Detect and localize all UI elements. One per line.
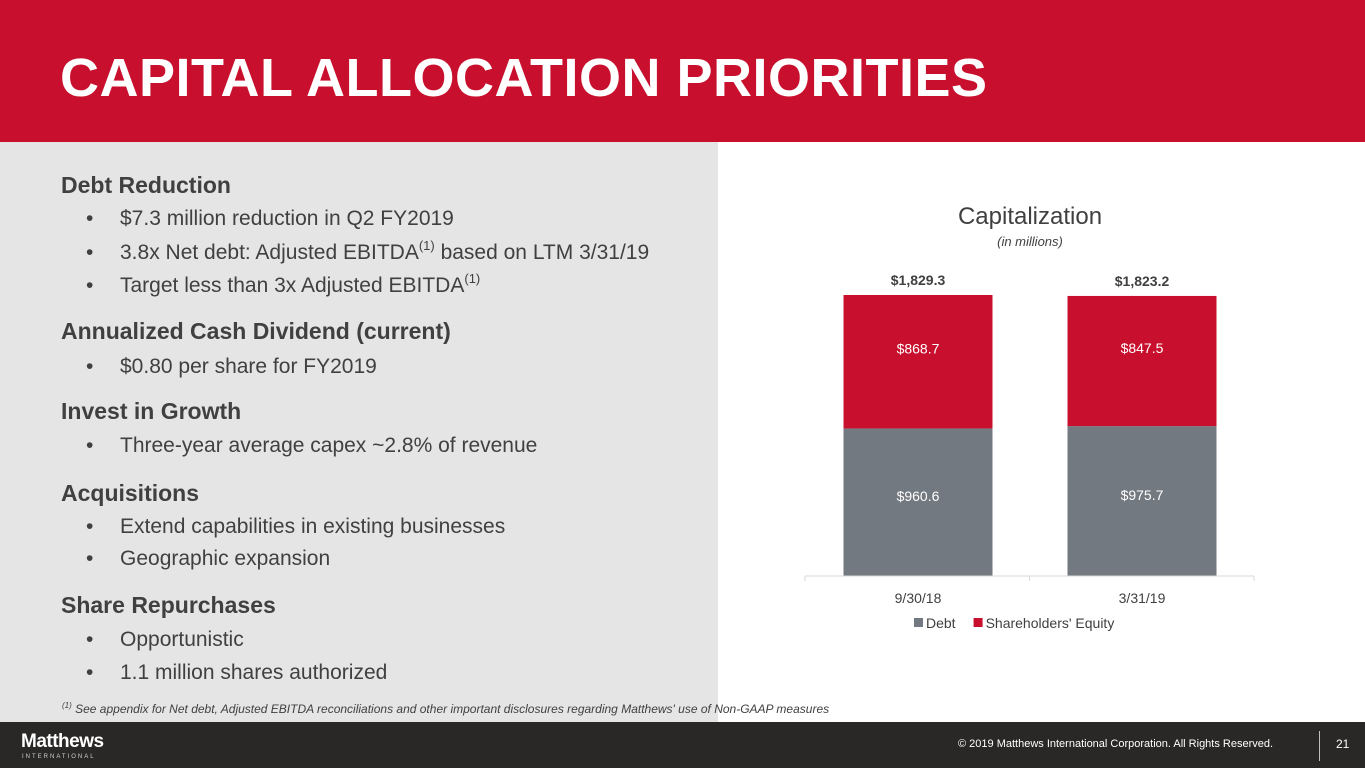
- page-number: 21: [1336, 737, 1350, 751]
- bullet-item: • Opportunistic: [86, 628, 244, 651]
- legend-swatch-debt: [914, 618, 923, 627]
- chart-bars: $960.6 $868.7 $1,829.3 $975.7 $847.5 $1,823.2: [843, 272, 1217, 576]
- bar-debt-1: [843, 428, 993, 576]
- section-heading-acquisitions: Acquisitions: [61, 480, 200, 506]
- total-label: $1,829.3: [891, 272, 946, 288]
- section-heading-debt-reduction: Debt Reduction: [61, 172, 231, 198]
- footnote-ref: (1): [464, 271, 481, 286]
- bullet-icon: •: [86, 515, 94, 538]
- bullet-icon: •: [86, 661, 94, 684]
- bar-equity-2: [1067, 295, 1217, 427]
- chart-subtitle: (in millions): [997, 234, 1063, 249]
- matthews-logo-subtitle: INTERNATIONAL: [22, 754, 96, 760]
- chart-legend: Debt Shareholders' Equity: [914, 615, 1114, 631]
- x-tick-label: 9/30/18: [895, 590, 942, 606]
- data-label: $868.7: [897, 341, 940, 357]
- footnote-ref: (1): [418, 238, 435, 253]
- bullet-item: • 1.1 million shares authorized: [86, 661, 388, 684]
- section-heading-invest-growth: Invest in Growth: [61, 398, 242, 424]
- bar-equity-1: [843, 295, 993, 429]
- page-title: CAPITAL ALLOCATION PRIORITIES: [60, 48, 988, 108]
- x-tick-label: 3/31/19: [1119, 590, 1166, 606]
- bullet-item: • Geographic expansion: [86, 547, 331, 570]
- capitalization-chart: Capitalization (in millions) $960.6 $868.…: [804, 203, 1255, 631]
- bullet-item: • Extend capabilities in existing busines…: [86, 515, 506, 538]
- bullet-item: • $0.80 per share for FY2019: [86, 355, 377, 378]
- bullet-item: • Target less than 3x Adjusted EBITDA(1): [86, 271, 481, 297]
- header-bar: CAPITAL ALLOCATION PRIORITIES: [0, 0, 1365, 142]
- bullet-item: • Three-year average capex ~2.8% of reven…: [86, 434, 538, 457]
- chart-title: Capitalization: [958, 203, 1102, 230]
- data-label: $975.7: [1121, 487, 1164, 503]
- bar-debt-2: [1067, 426, 1217, 576]
- footnote: (1) See appendix for Net debt, Adjusted …: [62, 701, 830, 717]
- bullet-item: • $7.3 million reduction in Q2 FY2019: [86, 207, 454, 230]
- section-heading-share-repurchases: Share Repurchases: [61, 592, 276, 618]
- bullet-icon: •: [86, 241, 94, 264]
- data-label: $960.6: [897, 488, 940, 504]
- x-axis: 9/30/18 3/31/19: [804, 575, 1255, 606]
- chart-panel: [718, 142, 1365, 722]
- legend-label: Debt: [926, 615, 956, 631]
- footer-bar: [0, 722, 1365, 768]
- matthews-logo: Matthews: [21, 731, 104, 752]
- copyright-text: © 2019 Matthews International Corporatio…: [958, 738, 1274, 750]
- bullet-icon: •: [86, 274, 94, 297]
- total-label: $1,823.2: [1115, 273, 1170, 289]
- bullet-item: • 3.8x Net debt: Adjusted EBITDA(1) based…: [86, 238, 650, 264]
- bullet-icon: •: [86, 547, 94, 570]
- bullet-icon: •: [86, 355, 94, 378]
- legend-label: Shareholders' Equity: [986, 615, 1115, 631]
- bullet-icon: •: [86, 628, 94, 651]
- bullet-icon: •: [86, 434, 94, 457]
- footer-divider: [1319, 731, 1320, 761]
- section-heading-dividend: Annualized Cash Dividend (current): [61, 318, 451, 344]
- bullet-icon: •: [86, 207, 94, 230]
- priorities-panel: [0, 142, 718, 722]
- data-label: $847.5: [1121, 340, 1164, 356]
- legend-swatch-equity: [973, 618, 983, 627]
